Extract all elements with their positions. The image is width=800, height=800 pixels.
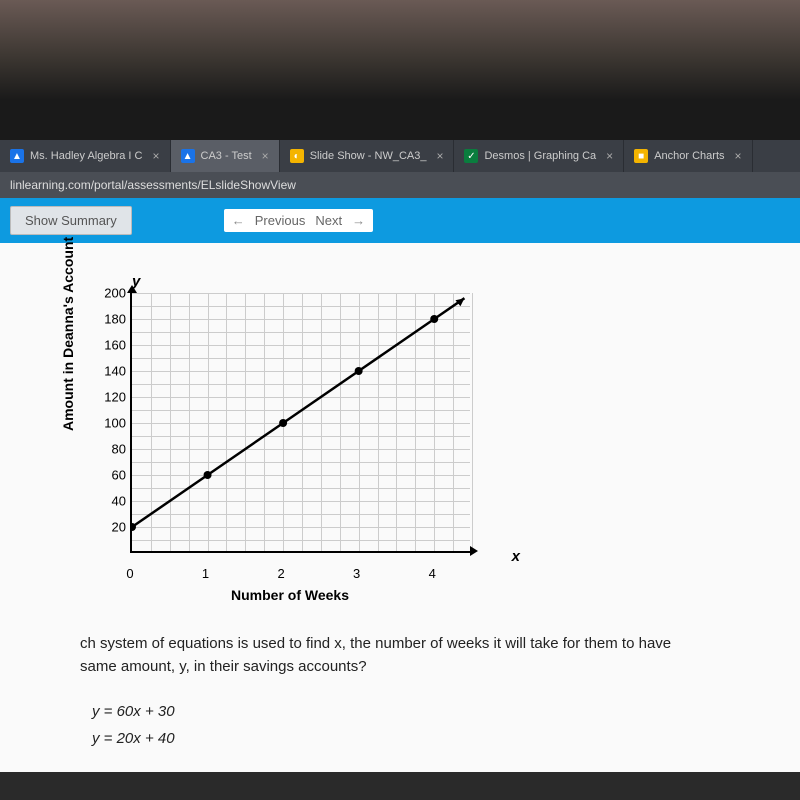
x-tick-label: 2 — [277, 566, 284, 581]
tab-favicon: ▲ — [181, 149, 195, 163]
tab-favicon: ✓ — [464, 149, 478, 163]
question-text: ch system of equations is used to find x… — [80, 633, 780, 678]
close-icon[interactable]: × — [262, 149, 269, 163]
next-arrow-icon[interactable]: → — [352, 213, 365, 228]
nav-group: ← Previous Next → — [224, 209, 373, 232]
url-bar[interactable]: linlearning.com/portal/assessments/ELsli… — [0, 172, 800, 198]
chart-grid — [130, 293, 470, 553]
y-tick-label: 120 — [100, 390, 126, 405]
equation-2: y = 20x + 40 — [92, 725, 780, 752]
tab-label: Desmos | Graphing Ca — [484, 150, 596, 162]
tab-favicon: ▲ — [10, 149, 24, 163]
x-tick-label: 1 — [202, 566, 209, 581]
browser-tab-bar: ▲ Ms. Hadley Algebra I C × ▲ CA3 - Test × ◐ Sli… — [0, 140, 800, 172]
browser-tab[interactable]: ▲ CA3 - Test × — [171, 140, 280, 172]
question-line-2: same amount, y, in their savings account… — [80, 658, 367, 675]
y-axis-title: Amount in Deanna's Account — [60, 237, 76, 431]
answer-option[interactable]: y = 60x + 30 y = 20x + 40 — [92, 698, 780, 752]
tab-favicon: ◐ — [290, 149, 304, 163]
y-tick-label: 60 — [100, 468, 126, 483]
grid-lines — [132, 293, 470, 551]
tab-label: Ms. Hadley Algebra I C — [30, 150, 143, 162]
close-icon[interactable]: × — [153, 149, 160, 163]
origin-label: 0 — [126, 566, 133, 581]
y-tick-label: 200 — [100, 286, 126, 301]
browser-window: ▲ Ms. Hadley Algebra I C × ▲ CA3 - Test × ◐ Sli… — [0, 140, 800, 772]
next-button[interactable]: Next — [315, 213, 342, 228]
show-summary-button[interactable]: Show Summary — [10, 206, 132, 235]
y-tick-label: 20 — [100, 520, 126, 535]
y-tick-label: 100 — [100, 416, 126, 431]
x-tick-label: 3 — [353, 566, 360, 581]
x-variable-label: x — [512, 548, 520, 565]
x-axis-title: Number of Weeks — [231, 587, 349, 603]
y-tick-label: 40 — [100, 494, 126, 509]
ambient-background — [0, 0, 800, 100]
tab-label: Anchor Charts — [654, 150, 724, 162]
y-tick-label: 80 — [100, 442, 126, 457]
y-tick-label: 140 — [100, 364, 126, 379]
tab-label: Slide Show - NW_CA3_ — [310, 150, 427, 162]
x-tick-label: 4 — [429, 566, 436, 581]
equation-1: y = 60x + 30 — [92, 698, 780, 725]
close-icon[interactable]: × — [606, 149, 613, 163]
previous-button[interactable]: Previous — [255, 213, 306, 228]
app-toolbar: Show Summary ← Previous Next → — [0, 198, 800, 243]
browser-tab[interactable]: ◐ Slide Show - NW_CA3_ × — [280, 140, 455, 172]
content-area: y x Amount in Deanna's Account Number of… — [0, 243, 800, 772]
browser-tab[interactable]: ▲ Ms. Hadley Algebra I C × — [0, 140, 171, 172]
y-tick-label: 180 — [100, 312, 126, 327]
tab-label: CA3 - Test — [201, 150, 252, 162]
laptop-bezel: ▲ Ms. Hadley Algebra I C × ▲ CA3 - Test × ◐ Sli… — [0, 100, 800, 772]
line-chart: y x Amount in Deanna's Account Number of… — [80, 273, 500, 603]
prev-arrow-icon[interactable]: ← — [232, 213, 245, 228]
tab-favicon: ■ — [634, 149, 648, 163]
close-icon[interactable]: × — [735, 149, 742, 163]
question-line-1: ch system of equations is used to find x… — [80, 635, 671, 652]
browser-tab[interactable]: ✓ Desmos | Graphing Ca × — [454, 140, 624, 172]
browser-tab[interactable]: ■ Anchor Charts × — [624, 140, 752, 172]
close-icon[interactable]: × — [436, 149, 443, 163]
y-tick-label: 160 — [100, 338, 126, 353]
